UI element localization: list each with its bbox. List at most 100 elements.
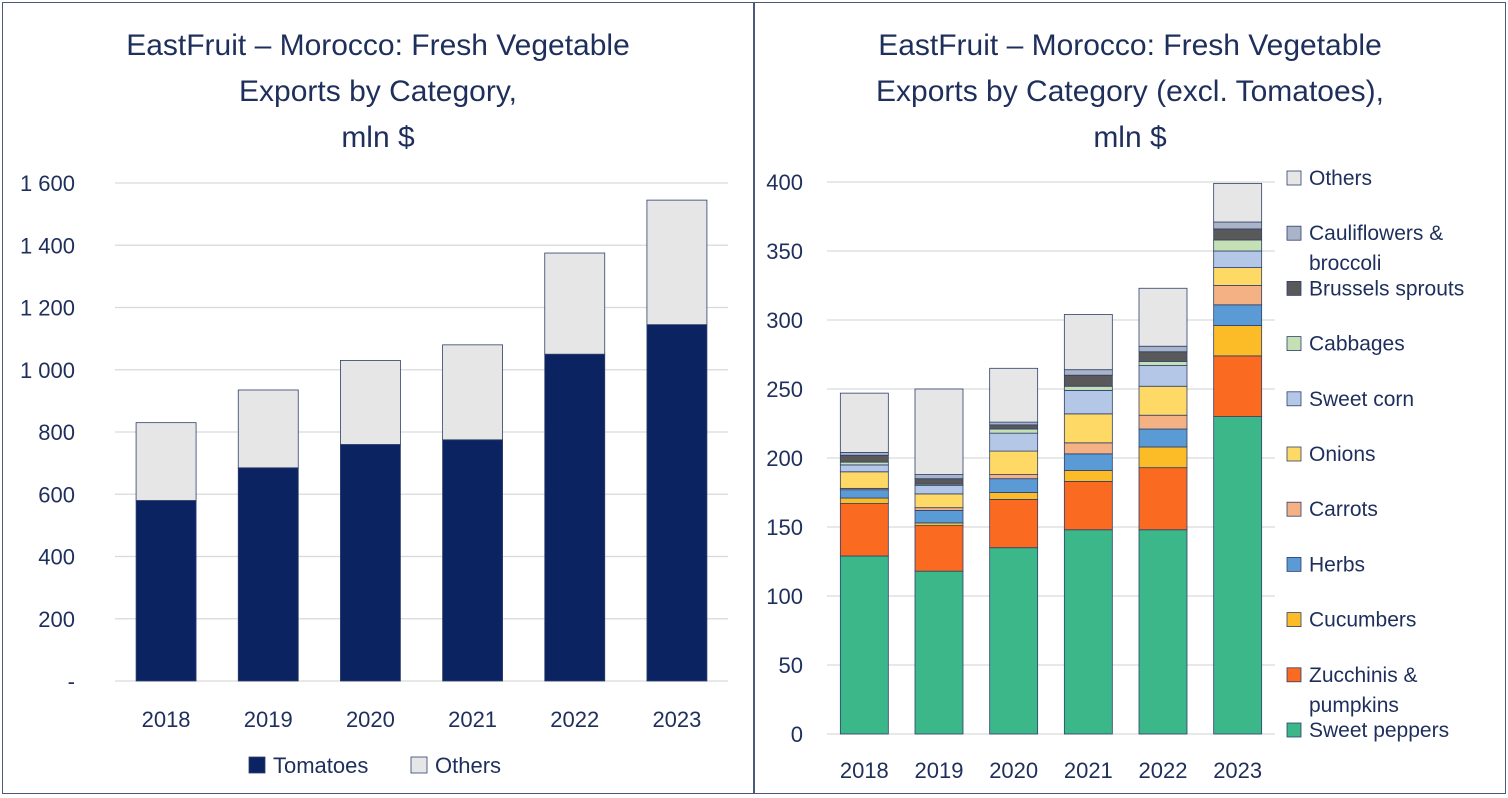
bar-segment-cabbages-2023	[1213, 239, 1263, 252]
legend-swatch-cucumbers	[1286, 612, 1302, 627]
bar-segment-cucumbers-2021	[1063, 470, 1113, 482]
tomato-chart-panel: EastFruit – Morocco: Fresh Vegetable Expo…	[2, 2, 754, 794]
bar-segment-tomatoes-2019	[237, 467, 299, 682]
bar-segment-sweet-corn-2020	[989, 432, 1039, 452]
bar-segment-others-2023	[646, 199, 708, 326]
y-tick-label: 400	[766, 170, 803, 195]
bar-segment-brussels-sprouts-2019	[914, 478, 964, 485]
x-tick-label: 2018	[142, 707, 191, 732]
bar-segment-zucchinis-and-pumpkins-2022	[1138, 467, 1188, 531]
legend-label-others: Others	[435, 753, 501, 778]
bar-segment-others-2020	[989, 367, 1039, 423]
bar-segment-zucchinis-and-pumpkins-2020	[989, 498, 1039, 549]
y-tick-label: -	[68, 669, 75, 694]
bar-segment-onions-2022	[1138, 385, 1188, 416]
legend-label-cauliflowers-and-broccoli: broccoli	[1309, 252, 1381, 275]
bar-segment-zucchinis-and-pumpkins-2019	[914, 525, 964, 572]
bar-segment-cauliflowers-and-broccoli-2018	[839, 452, 889, 456]
chart-title-line: EastFruit – Morocco: Fresh Vegetable	[878, 29, 1382, 62]
bar-segment-sweet-peppers-2020	[989, 547, 1039, 735]
bar-segment-tomatoes-2020	[340, 444, 401, 682]
y-tick-label: 300	[766, 308, 803, 333]
bar-segment-herbs-2021	[1063, 453, 1113, 471]
y-tick-label: 0	[791, 722, 803, 747]
x-tick-label: 2022	[550, 707, 599, 732]
chart-title-line: EastFruit – Morocco: Fresh Vegetable	[126, 29, 630, 62]
y-tick-label: 1 600	[20, 171, 75, 196]
bar-segment-herbs-2022	[1138, 428, 1188, 448]
legend-swatch-herbs	[1286, 557, 1302, 572]
legend-label-zucchinis-and-pumpkins: pumpkins	[1309, 694, 1399, 717]
bar-segment-zucchinis-and-pumpkins-2023	[1213, 355, 1263, 418]
x-tick-label: 2020	[989, 758, 1038, 783]
bar-segment-others-2023	[1213, 182, 1263, 223]
legend-label-sweet-peppers: Sweet peppers	[1309, 719, 1449, 742]
bar-segment-cucumbers-2020	[989, 492, 1039, 500]
legend-swatch-cabbages	[1286, 336, 1302, 352]
y-tick-label: 1 400	[20, 233, 75, 258]
legend-label-brussels-sprouts: Brussels sprouts	[1309, 277, 1464, 300]
bar-segment-others-2021	[1063, 314, 1113, 371]
bar-segment-sweet-peppers-2019	[914, 570, 964, 735]
bar-segment-brussels-sprouts-2023	[1213, 228, 1263, 241]
bar-segment-cabbages-2020	[989, 428, 1039, 434]
x-tick-label: 2023	[1213, 758, 1262, 783]
bar-segment-others-2019	[237, 389, 299, 469]
legend-swatch-others	[410, 756, 428, 774]
bar-segment-zucchinis-and-pumpkins-2021	[1063, 481, 1113, 531]
y-tick-label: 250	[766, 377, 803, 402]
bar-segment-tomatoes-2018	[135, 500, 197, 682]
legend-label-cauliflowers-and-broccoli: Cauliflowers &	[1309, 222, 1443, 245]
bar-segment-carrots-2020	[989, 474, 1039, 480]
legend-label-onions: Onions	[1309, 443, 1376, 466]
y-tick-label: 50	[779, 653, 803, 678]
bar-segment-onions-2023	[1213, 267, 1263, 286]
y-tick-label: 600	[38, 482, 75, 507]
chart-title-line: mln $	[1093, 121, 1167, 154]
bar-segment-others-2020	[340, 360, 401, 445]
bar-segment-carrots-2023	[1213, 285, 1263, 306]
bar-segment-cauliflowers-and-broccoli-2023	[1213, 221, 1263, 230]
bar-segment-others-2018	[135, 422, 197, 501]
bar-segment-others-2019	[914, 388, 964, 475]
bar-segment-others-2018	[839, 392, 889, 453]
bar-segment-cauliflowers-and-broccoli-2021	[1063, 369, 1113, 376]
y-tick-label: 100	[766, 584, 803, 609]
legend-label-sweet-corn: Sweet corn	[1309, 388, 1414, 411]
legend-label-carrots: Carrots	[1309, 498, 1378, 521]
bar-segment-sweet-corn-2019	[914, 485, 964, 495]
legend-swatch-sweet-peppers	[1286, 722, 1302, 738]
bar-segment-herbs-2018	[839, 489, 889, 499]
bar-segment-herbs-2019	[914, 510, 964, 524]
legend-swatch-tomatoes	[248, 756, 266, 774]
bar-segment-cabbages-2022	[1138, 360, 1188, 366]
legend-label-cabbages: Cabbages	[1309, 333, 1405, 356]
y-tick-label: 1 000	[20, 358, 75, 383]
bar-segment-brussels-sprouts-2021	[1063, 374, 1113, 387]
chart-title-line: mln $	[341, 121, 415, 154]
x-tick-label: 2021	[1064, 758, 1113, 783]
legend-label-tomatoes: Tomatoes	[273, 753, 368, 778]
y-tick-label: 150	[766, 515, 803, 540]
y-tick-label: 800	[38, 420, 75, 445]
legend-swatch-zucchinis-and-pumpkins	[1286, 667, 1302, 683]
legend-swatch-brussels-sprouts	[1286, 280, 1302, 296]
legend-label-zucchinis-and-pumpkins: Zucchinis &	[1309, 664, 1418, 687]
bar-segment-brussels-sprouts-2020	[989, 424, 1039, 430]
bar-segment-brussels-sprouts-2022	[1138, 351, 1188, 362]
y-tick-label: 350	[766, 239, 803, 264]
bar-segment-sweet-corn-2022	[1138, 365, 1188, 387]
legend-label-herbs: Herbs	[1309, 553, 1365, 576]
bar-segment-onions-2021	[1063, 413, 1113, 444]
bar-segment-cabbages-2021	[1063, 385, 1113, 391]
bar-segment-others-2021	[442, 344, 503, 441]
y-tick-label: 1 200	[20, 296, 75, 321]
legend-swatch-sweet-corn	[1286, 391, 1302, 407]
bar-segment-cauliflowers-and-broccoli-2020	[989, 421, 1039, 426]
excl-tomato-exports-chart: EastFruit – Morocco: Fresh Vegetable Expo…	[766, 29, 1464, 783]
legend-label-others: Others	[1309, 167, 1372, 190]
bar-segment-sweet-corn-2021	[1063, 389, 1113, 415]
bar-segment-cucumbers-2019	[914, 522, 964, 527]
x-tick-label: 2019	[915, 758, 964, 783]
